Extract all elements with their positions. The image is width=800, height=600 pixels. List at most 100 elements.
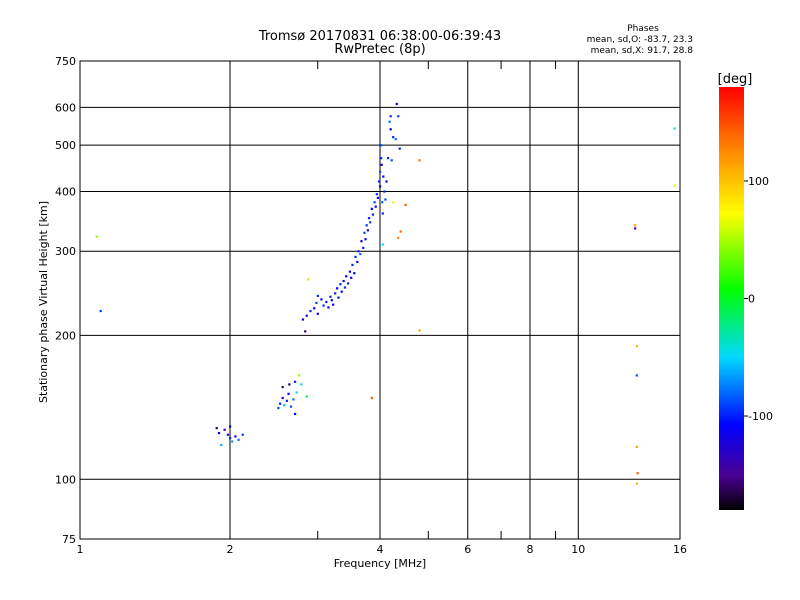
data-point xyxy=(397,115,400,118)
data-point xyxy=(381,212,384,215)
data-point xyxy=(367,217,371,220)
data-point xyxy=(398,147,401,150)
data-point xyxy=(404,203,407,207)
y-tick-label: 75 xyxy=(62,533,76,546)
data-point xyxy=(220,443,223,447)
data-point xyxy=(301,318,305,321)
data-point xyxy=(385,180,388,183)
data-point xyxy=(363,231,366,234)
data-point xyxy=(371,213,375,216)
data-point xyxy=(370,207,373,211)
data-point xyxy=(356,260,359,264)
data-point xyxy=(399,230,402,233)
data-point xyxy=(307,278,310,281)
x-axis-label: Frequency [MHz] xyxy=(334,557,426,570)
data-point xyxy=(369,221,372,224)
data-point xyxy=(418,159,421,162)
data-point xyxy=(635,374,638,377)
data-point xyxy=(223,428,226,431)
data-point xyxy=(293,380,297,383)
data-point xyxy=(359,253,362,256)
data-point xyxy=(229,425,232,428)
x-axis-ticks: 1 2 4 6 8 10 16 xyxy=(77,61,687,556)
data-point xyxy=(375,193,378,196)
phases-header: Phases xyxy=(627,24,659,34)
colorbar-tick-label: 0 xyxy=(748,293,755,306)
data-point xyxy=(382,175,385,178)
data-point xyxy=(281,396,284,400)
data-point xyxy=(343,286,347,289)
data-point xyxy=(309,309,312,313)
data-point xyxy=(339,283,342,286)
data-point xyxy=(336,287,339,290)
y-tick-label: 600 xyxy=(55,101,76,114)
data-point xyxy=(388,120,391,123)
y-tick-label: 750 xyxy=(55,55,76,68)
y-axis-ticks: 75 100 200 300 400 500 600 750 xyxy=(55,55,76,546)
data-points xyxy=(95,102,676,485)
colorbar-tick-label: 100 xyxy=(748,175,769,188)
data-point xyxy=(673,127,676,130)
data-point xyxy=(373,201,376,204)
data-point xyxy=(380,157,383,160)
data-point xyxy=(362,246,365,249)
data-point xyxy=(364,238,367,241)
data-point xyxy=(389,115,392,118)
data-point xyxy=(313,307,316,310)
data-point xyxy=(329,295,332,298)
data-point xyxy=(325,300,328,304)
data-point xyxy=(237,438,240,441)
data-point xyxy=(342,279,345,283)
data-point xyxy=(345,275,348,278)
data-point xyxy=(635,482,638,485)
data-point xyxy=(300,383,303,386)
chart-title: Tromsø 20170831 06:38:00-06:39:43 xyxy=(258,29,501,44)
phases-o-stats: mean, sd,O: -83.7, 23.3 xyxy=(587,35,693,45)
data-point xyxy=(322,304,325,307)
data-point xyxy=(231,440,234,443)
data-point xyxy=(376,196,380,200)
data-point xyxy=(241,433,244,436)
data-point xyxy=(217,431,221,435)
colorbar-tick-label: -100 xyxy=(748,410,773,423)
data-point xyxy=(285,399,288,402)
data-point xyxy=(327,306,330,309)
x-tick-label: 8 xyxy=(527,543,534,556)
data-point xyxy=(340,290,343,293)
x-tick-label: 2 xyxy=(227,543,234,556)
data-point xyxy=(226,433,230,436)
data-point xyxy=(370,396,373,400)
data-point xyxy=(315,301,318,304)
data-point xyxy=(292,398,295,401)
y-tick-label: 500 xyxy=(55,139,76,152)
data-point xyxy=(392,136,395,139)
data-point xyxy=(289,405,293,408)
data-point xyxy=(635,445,638,448)
data-point xyxy=(288,383,291,386)
data-point xyxy=(395,102,398,106)
data-point xyxy=(374,205,377,208)
data-point xyxy=(297,374,301,377)
data-point xyxy=(350,276,353,279)
data-point xyxy=(383,190,386,193)
data-point xyxy=(287,392,290,395)
data-point xyxy=(293,412,297,416)
y-tick-label: 400 xyxy=(55,185,76,198)
data-point xyxy=(377,180,381,183)
data-point xyxy=(305,395,308,398)
data-point xyxy=(330,299,333,302)
phases-x-stats: mean, sd,X: 91.7, 28.8 xyxy=(591,46,694,56)
data-point xyxy=(316,312,319,315)
data-point xyxy=(295,391,298,394)
data-point xyxy=(379,185,382,188)
data-point xyxy=(397,236,400,240)
data-point xyxy=(673,184,676,187)
plot-frame xyxy=(79,60,681,540)
data-point xyxy=(379,170,382,173)
data-point xyxy=(357,250,360,253)
data-point xyxy=(234,435,237,438)
data-point xyxy=(635,345,638,348)
y-tick-label: 300 xyxy=(55,245,76,258)
data-point xyxy=(305,314,308,317)
